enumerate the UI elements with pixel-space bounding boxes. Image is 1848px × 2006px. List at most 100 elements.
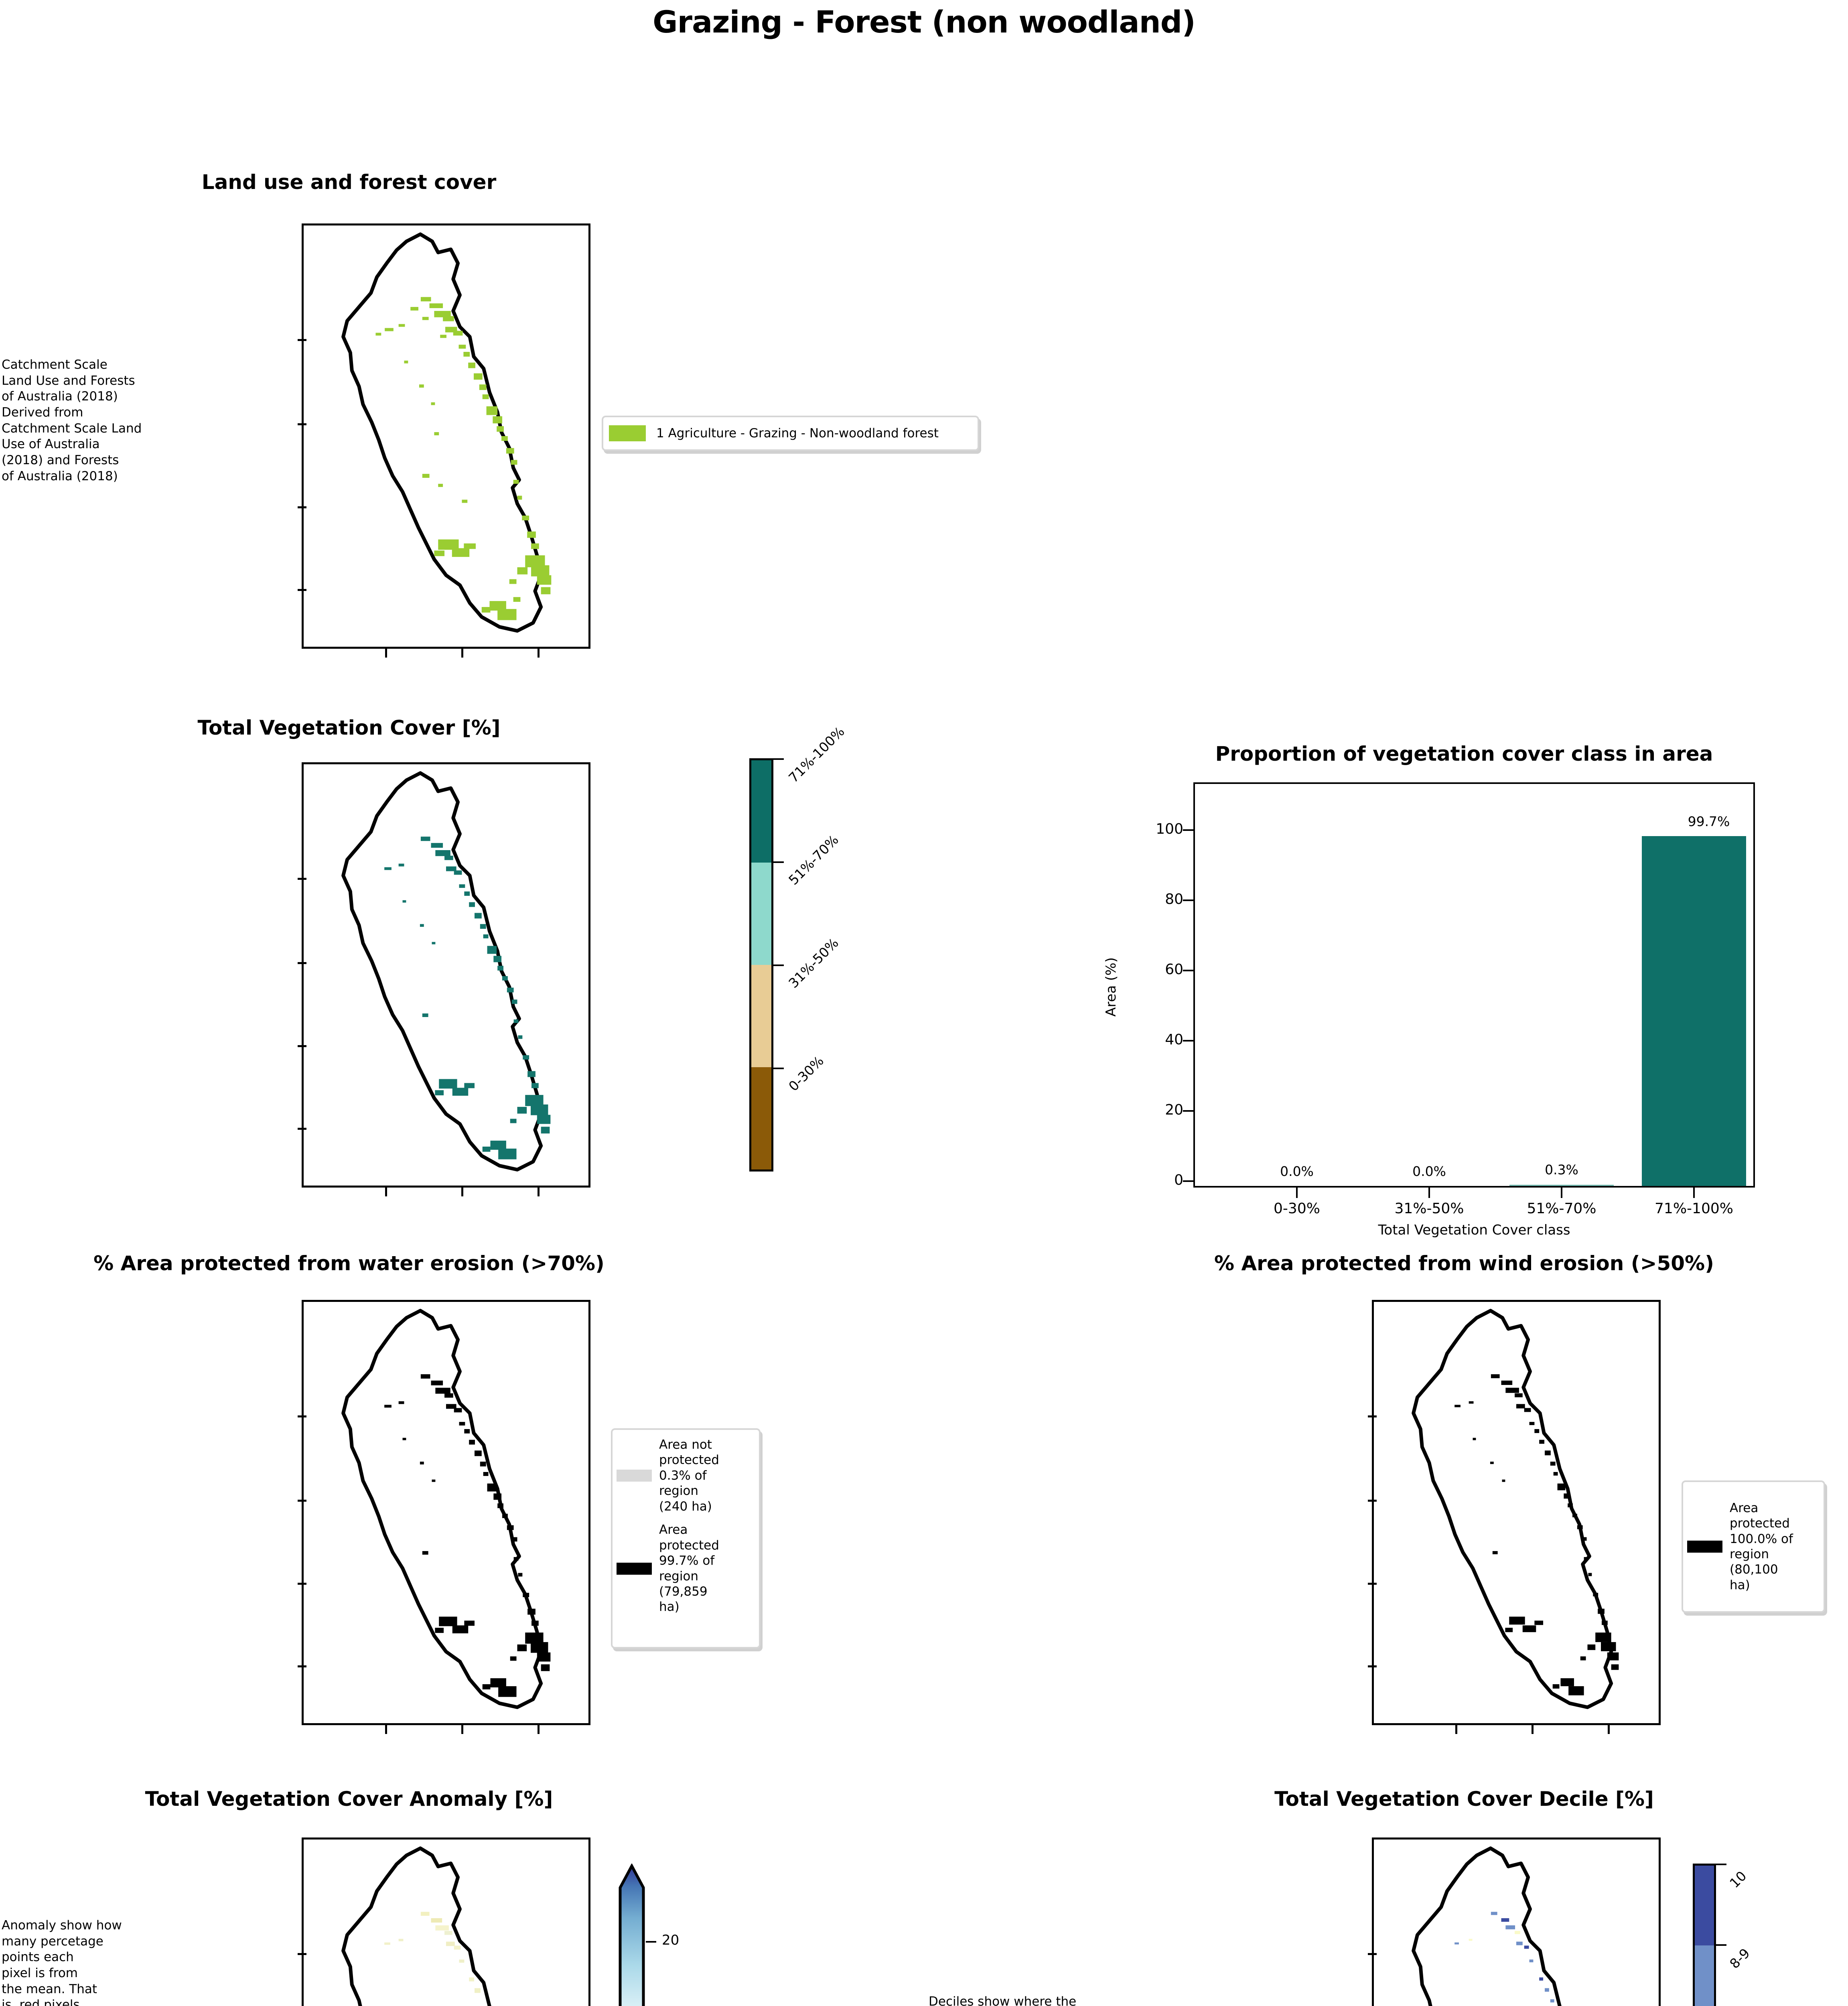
map-tick <box>298 339 306 341</box>
decile-tick <box>1716 1864 1726 1865</box>
panel-title-wind-erosion: % Area protected from wind erosion (>50%… <box>1214 1252 1714 1275</box>
veg-cover-colorbar <box>749 758 773 1172</box>
panel-title-water-erosion: % Area protected from water erosion (>70… <box>93 1252 605 1275</box>
map-tick <box>461 1725 463 1734</box>
wind-legend-label-protected: Area protected 100.0% of region (80,100 … <box>1730 1500 1793 1592</box>
land-use-side-note: Catchment Scale Land Use and Forests of … <box>2 357 142 483</box>
decile-side-note: Deciles show where the pixel value lies … <box>929 1994 1077 2006</box>
map-tick <box>461 1188 463 1196</box>
y-tickmark <box>1183 899 1193 901</box>
map-tick <box>1608 1725 1610 1734</box>
colorbar-tick <box>773 964 784 966</box>
map-tick <box>538 649 540 658</box>
colorbar-tick <box>773 758 784 760</box>
panel-title-decile: Total Vegetation Cover Decile [%] <box>1274 1787 1654 1811</box>
x-tickmark <box>1428 1188 1430 1198</box>
map-tick <box>298 878 306 880</box>
anomaly-map[interactable] <box>302 1837 590 2006</box>
water-legend-label-not-protected: Area not protected 0.3% of region (240 h… <box>659 1437 719 1514</box>
water-erosion-map[interactable] <box>302 1300 590 1725</box>
y-tick-40: 40 <box>1165 1031 1183 1048</box>
water-erosion-map-svg <box>341 1309 551 1709</box>
map-tick <box>298 589 306 591</box>
legend-swatch-protected <box>617 1562 652 1575</box>
panel-title-land-use: Land use and forest cover <box>201 171 497 194</box>
map-tick <box>1455 1725 1457 1734</box>
veg-cover-map-svg <box>341 771 551 1172</box>
veg-cover-map[interactable] <box>302 762 590 1188</box>
y-tick-20: 20 <box>1165 1102 1183 1118</box>
wind-erosion-map[interactable] <box>1372 1300 1661 1725</box>
map-tick <box>538 1725 540 1734</box>
colorbar-tick <box>773 861 784 863</box>
map-tick <box>1368 1665 1377 1667</box>
legend-swatch-wind-protected <box>1687 1541 1722 1553</box>
bar-label-51-70: 0.3% <box>1545 1162 1578 1178</box>
y-tickmark <box>1183 1040 1193 1042</box>
colorbar-label-0-30: 0-30% <box>785 1053 827 1094</box>
map-tick <box>1368 1500 1377 1502</box>
map-tick <box>298 506 306 508</box>
map-tick <box>298 423 306 425</box>
chart-title: Proportion of vegetation cover class in … <box>1215 742 1713 765</box>
anomaly-colorbar <box>619 1864 645 2006</box>
bar-label-31-50: 0.0% <box>1412 1163 1446 1179</box>
map-tick <box>385 1188 387 1196</box>
decile-map[interactable] <box>1372 1837 1661 2006</box>
map-tick <box>1368 1583 1377 1585</box>
colorbar-label-31-50: 31%-50% <box>785 935 842 991</box>
decile-map-svg <box>1412 1846 1562 2006</box>
map-tick <box>298 1665 306 1667</box>
land-use-legend[interactable]: 1 Agriculture - Grazing - Non-woodland f… <box>602 416 979 451</box>
land-use-map[interactable] <box>302 223 590 649</box>
colorbar-seg-31-50 <box>751 965 771 1067</box>
anomaly-map-svg <box>341 1846 491 2006</box>
y-tickmark <box>1183 829 1193 831</box>
colorbar-label-71-100: 71%-100% <box>785 723 848 786</box>
x-tick-0-30: 0-30% <box>1274 1200 1320 1217</box>
y-tickmark <box>1183 1110 1193 1112</box>
page-title: Grazing - Forest (non woodland) <box>653 4 1196 40</box>
map-tick <box>298 1953 306 1955</box>
anomaly-tick-label-20: 20 <box>662 1932 680 1948</box>
decile-seg-10 <box>1695 1866 1714 1945</box>
x-axis-label: Total Vegetation Cover class <box>1378 1222 1570 1238</box>
anomaly-tick <box>646 1941 656 1943</box>
colorbar-seg-0-30 <box>751 1067 771 1169</box>
wind-erosion-legend[interactable]: Area protected 100.0% of region (80,100 … <box>1682 1480 1825 1613</box>
y-tick-60: 60 <box>1165 961 1183 978</box>
panel-title-anomaly: Total Vegetation Cover Anomaly [%] <box>145 1787 553 1811</box>
land-use-map-svg <box>341 232 552 633</box>
y-tick-80: 80 <box>1165 891 1183 908</box>
wind-erosion-map-svg <box>1412 1309 1619 1709</box>
map-tick <box>298 1415 306 1417</box>
map-tick <box>385 649 387 658</box>
legend-entry-protected: Area protected 99.7% of region (79,859 h… <box>617 1522 755 1615</box>
decile-seg-8-9 <box>1695 1945 1714 2006</box>
land-use-legend-label: 1 Agriculture - Grazing - Non-woodland f… <box>656 426 939 441</box>
map-tick <box>538 1188 540 1196</box>
water-erosion-legend[interactable]: Area not protected 0.3% of region (240 h… <box>611 1428 761 1649</box>
colorbar-seg-71-100 <box>751 760 771 863</box>
bar-label-71-100: 99.7% <box>1688 814 1730 829</box>
map-tick <box>461 649 463 658</box>
map-tick <box>1532 1725 1534 1734</box>
y-axis-label: Area (%) <box>1103 957 1119 1017</box>
legend-entry-not-protected: Area not protected 0.3% of region (240 h… <box>617 1437 755 1514</box>
decile-colorbar <box>1693 1864 1716 2006</box>
legend-swatch-grazing-forest <box>609 425 646 441</box>
x-tickmark <box>1561 1188 1562 1198</box>
map-tick <box>298 1045 306 1047</box>
decile-label-10: 10 <box>1726 1868 1750 1891</box>
map-tick <box>1368 1953 1377 1955</box>
x-tick-31-50: 31%-50% <box>1394 1200 1464 1217</box>
x-tickmark <box>1296 1188 1298 1198</box>
map-tick <box>385 1725 387 1734</box>
y-tick-100: 100 <box>1156 821 1183 837</box>
bar-71-100[interactable] <box>1642 836 1746 1186</box>
decile-label-8-9: 8-9 <box>1726 1945 1753 1972</box>
anomaly-side-note: Anomaly show how many percetage points e… <box>2 1918 122 2006</box>
colorbar-seg-51-70 <box>751 863 771 965</box>
bar-label-0-30: 0.0% <box>1280 1163 1314 1179</box>
bar-51-70[interactable] <box>1509 1185 1614 1186</box>
